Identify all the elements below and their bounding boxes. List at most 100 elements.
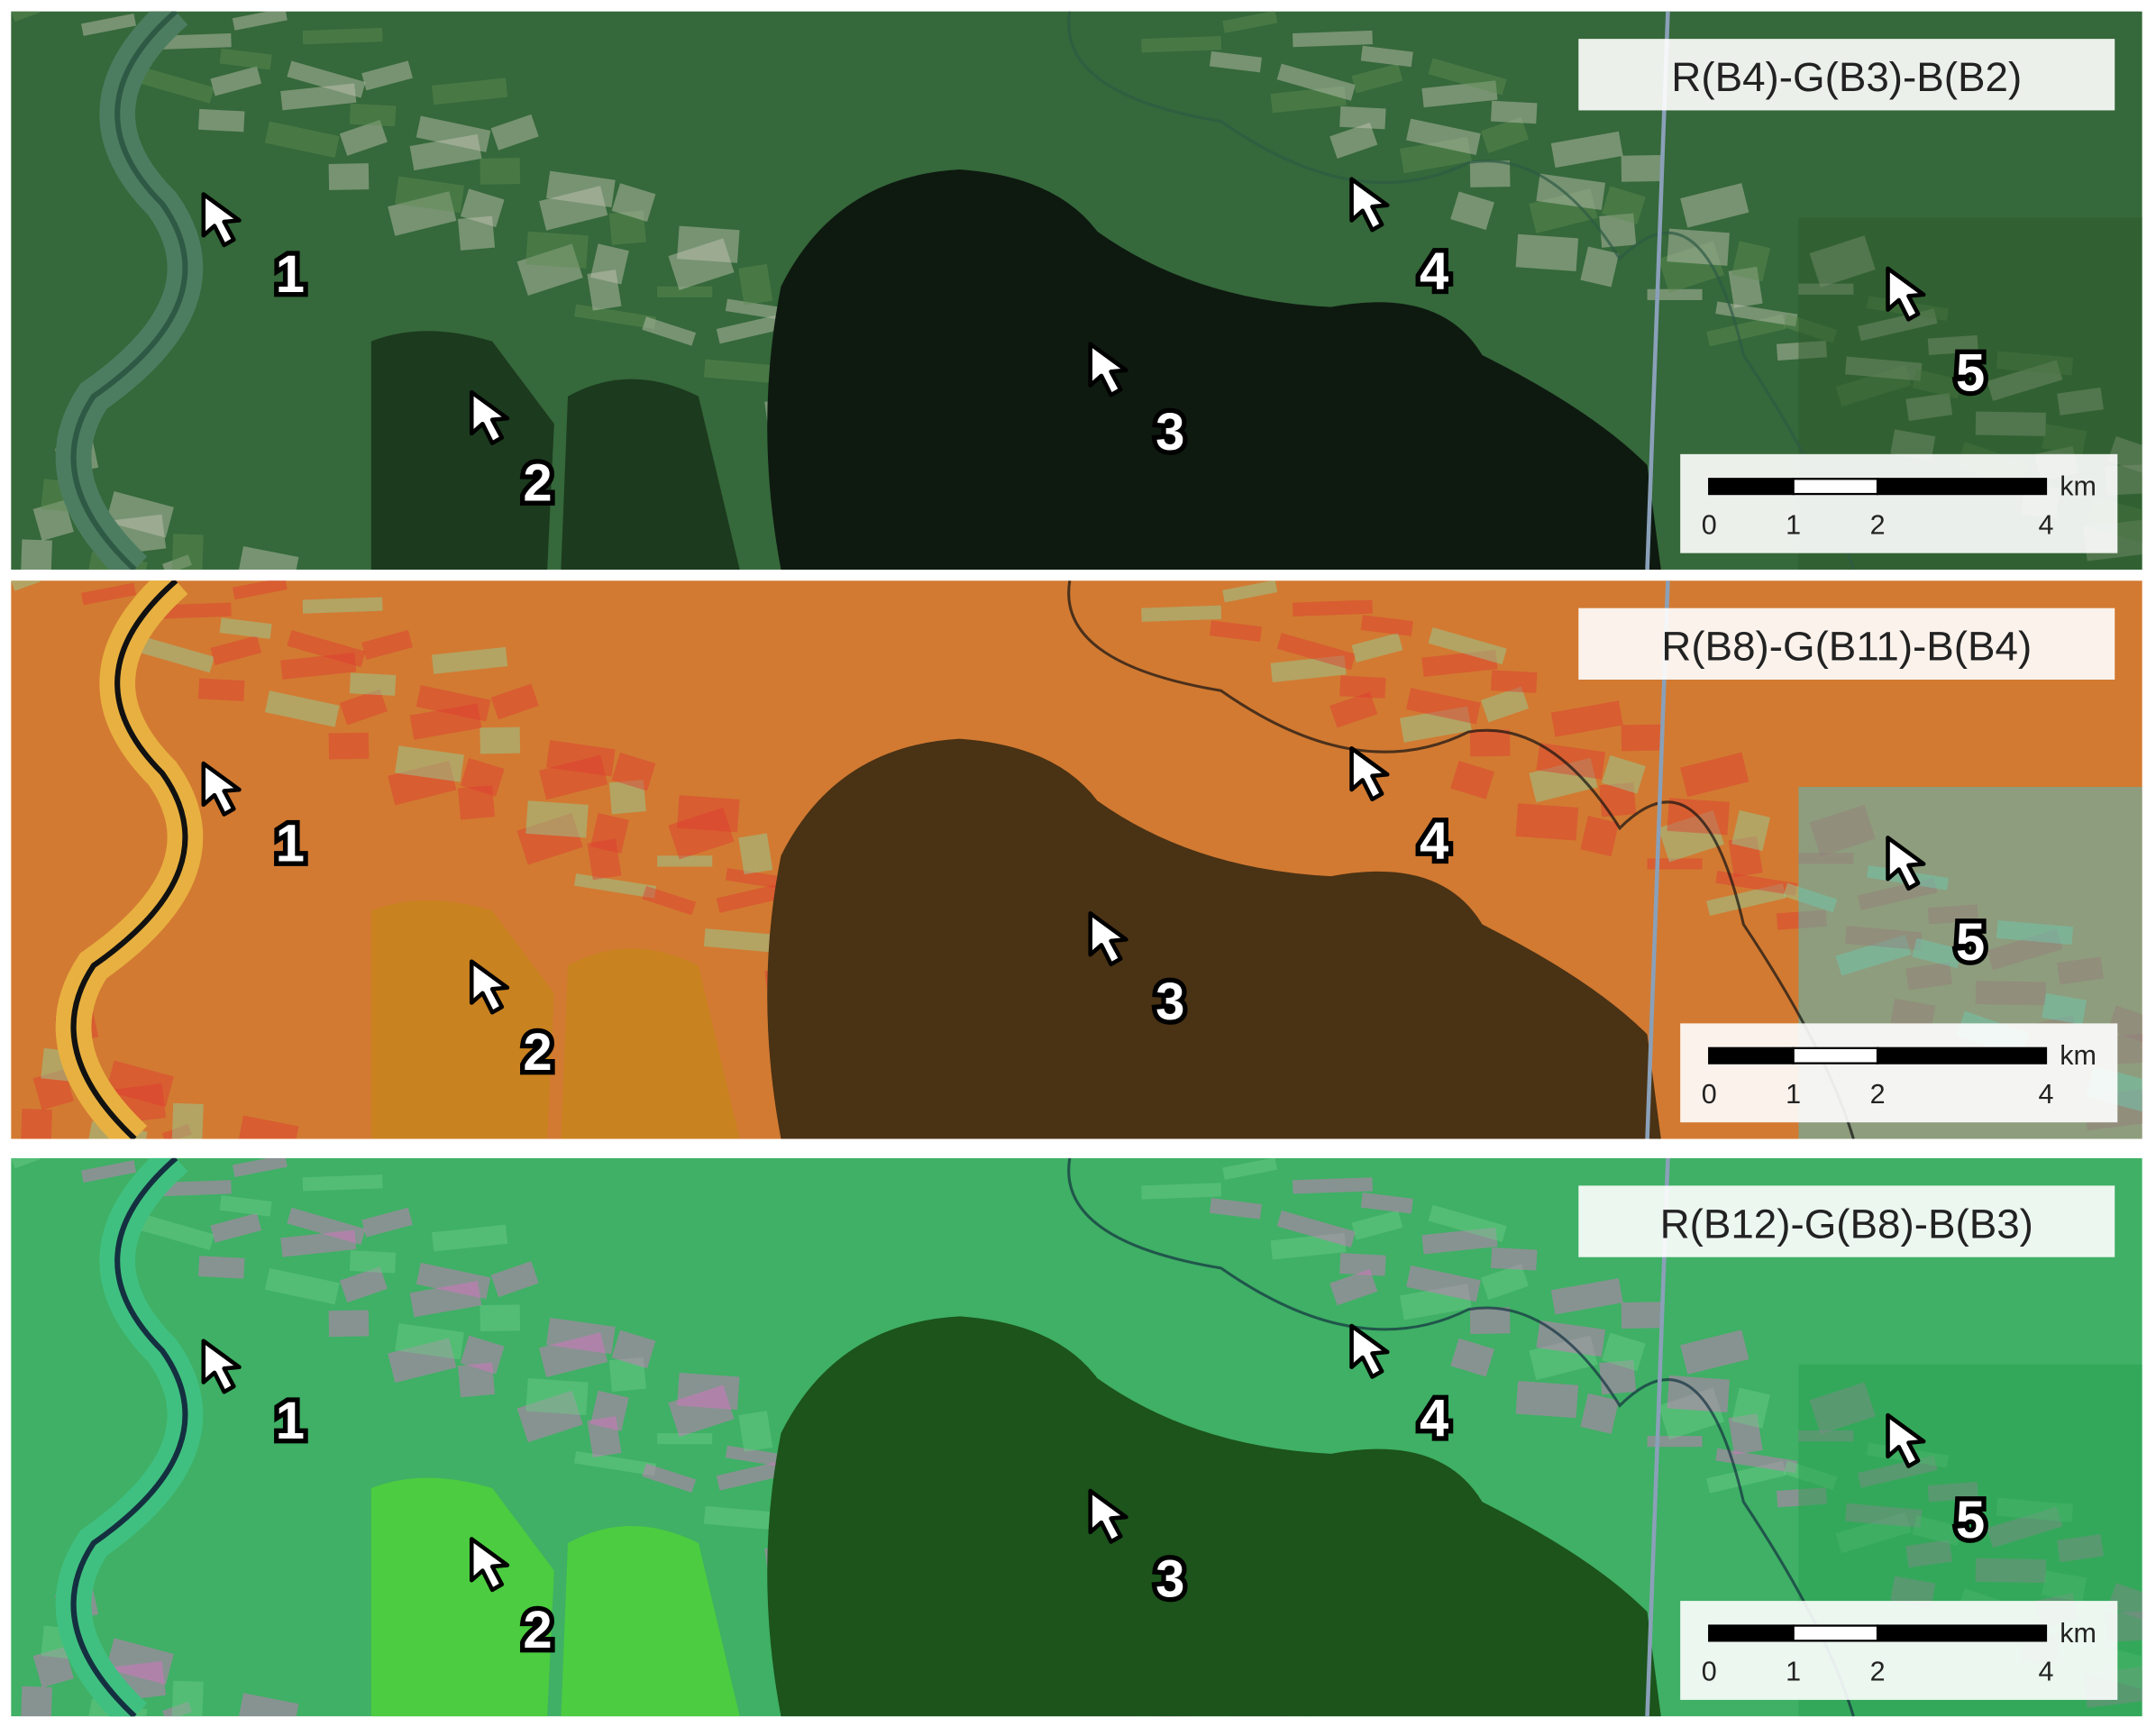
label-box [1578, 1185, 2115, 1257]
marker-number: 1 [276, 1393, 305, 1450]
marker-number: 4 [1420, 812, 1448, 870]
field [1706, 1460, 1786, 1494]
field [1580, 816, 1620, 857]
field [668, 238, 735, 290]
field [490, 114, 539, 151]
field [21, 539, 52, 570]
field [1469, 1307, 1511, 1335]
scale-segment [1708, 1046, 1795, 1064]
field [1469, 160, 1511, 187]
field [480, 158, 521, 185]
field [287, 630, 366, 668]
field [1141, 1183, 1222, 1200]
field [81, 1160, 137, 1183]
field [1399, 706, 1472, 743]
field [210, 635, 262, 666]
field [1706, 883, 1786, 916]
field [668, 807, 735, 860]
field [1529, 188, 1598, 233]
field [219, 48, 272, 70]
field [587, 269, 622, 311]
scale-box [1680, 453, 2118, 553]
field [1222, 1157, 1278, 1181]
marker-number: 2 [523, 1024, 552, 1082]
field [1599, 782, 1637, 818]
field [232, 580, 288, 600]
field [388, 191, 457, 236]
field [395, 745, 464, 782]
field [135, 635, 215, 673]
field [1706, 314, 1786, 347]
field [1480, 116, 1530, 153]
field [264, 1267, 340, 1305]
field [1360, 1192, 1413, 1214]
left-forest [370, 1477, 554, 1717]
field [1329, 1269, 1378, 1306]
field [280, 653, 357, 680]
field [280, 1229, 357, 1257]
field [657, 855, 713, 867]
field [1715, 301, 1798, 327]
main-forest [767, 738, 1661, 1139]
field [432, 1224, 508, 1252]
field [1339, 675, 1386, 699]
field [1602, 754, 1646, 794]
field [339, 689, 388, 726]
field [1292, 1177, 1373, 1194]
mid-forest [561, 379, 740, 570]
field [1141, 36, 1222, 53]
field [302, 1174, 383, 1192]
field [328, 732, 370, 760]
field [457, 785, 496, 820]
field [1731, 809, 1770, 851]
stream [1067, 11, 1855, 570]
field [1421, 649, 1498, 677]
field [236, 1115, 299, 1139]
field [1621, 724, 1662, 752]
field [1715, 1448, 1798, 1474]
field [105, 1060, 174, 1108]
field [574, 304, 657, 330]
mid-forest [561, 1525, 740, 1717]
field [1428, 627, 1507, 665]
field [349, 672, 397, 696]
scale-segment [1876, 1046, 2048, 1064]
field [608, 1357, 646, 1393]
scale-segment [1876, 478, 2048, 496]
field [171, 1102, 204, 1139]
scale-tick-label: 1 [1786, 1657, 1801, 1687]
left-forest [370, 900, 554, 1139]
field [1731, 1387, 1770, 1429]
marker-number: 2 [523, 455, 552, 513]
field [545, 170, 616, 207]
field [1529, 1335, 1598, 1381]
field [1360, 615, 1413, 636]
field [1428, 58, 1507, 96]
field [1406, 1265, 1481, 1302]
field [1580, 246, 1620, 288]
field [642, 885, 697, 916]
field [1515, 233, 1579, 271]
field [328, 1310, 370, 1338]
field [657, 1432, 713, 1445]
scale-segment [1708, 1624, 1795, 1642]
field [1450, 191, 1494, 231]
field [587, 838, 622, 881]
scale-tick-label: 4 [2038, 509, 2053, 540]
field [457, 215, 496, 251]
scale-tick-label: 0 [1702, 1079, 1717, 1110]
field [1599, 1359, 1637, 1395]
field [1351, 1210, 1403, 1240]
field [545, 740, 616, 777]
field [590, 243, 629, 285]
field [480, 1304, 521, 1332]
marker-number: 4 [1420, 243, 1448, 301]
field [171, 534, 204, 570]
field [1490, 1247, 1538, 1271]
marker-number: 5 [1956, 914, 1985, 972]
scale-tick-label: 4 [2038, 1079, 2053, 1110]
stream [1067, 580, 1855, 1139]
field [1428, 1204, 1507, 1242]
